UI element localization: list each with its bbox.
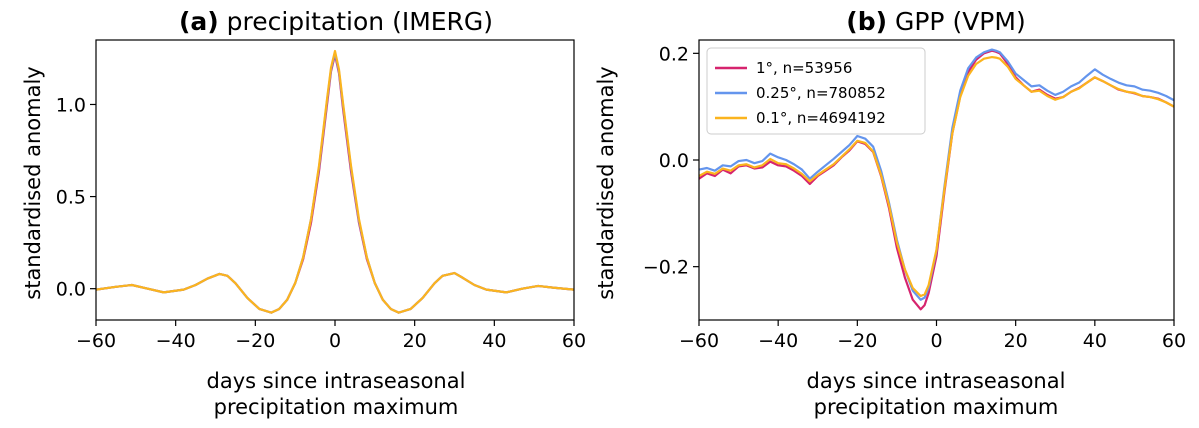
panel-a-title-text: precipitation (IMERG) <box>227 7 493 36</box>
panel-b-ytick-label: −0.2 <box>643 257 689 279</box>
panel-a-plot-area <box>96 49 574 314</box>
panel-b-xtick-label: 0 <box>930 330 942 352</box>
panel-a-xtick-label: −40 <box>156 330 196 352</box>
panel-a-ytick-label: 0.5 <box>56 187 86 209</box>
panel-b-xtick-label: −60 <box>679 330 719 352</box>
panel-a-xtick-label: −20 <box>235 330 275 352</box>
panel-a-axes: −60 −40 −20 0 20 40 60 0.0 0.5 1.0 <box>56 94 586 352</box>
panel-a-xtick-label: 40 <box>482 330 506 352</box>
panel-b-xtick-label: 40 <box>1083 330 1107 352</box>
legend-label-2: 0.1°, n=4694192 <box>756 109 886 127</box>
panel-b-xtick-label: −40 <box>758 330 798 352</box>
panel-b-series-line-2 <box>699 55 1174 298</box>
panel-a-ytick-label: 0.0 <box>56 279 86 301</box>
panel-b-title: (b) GPP (VPM) <box>846 7 1025 36</box>
panel-b-title-text: GPP (VPM) <box>895 7 1026 36</box>
panel-a-title-label: (a) <box>179 7 219 36</box>
panel-b-axes: −60 −40 −20 0 20 40 60 −0.2 0.0 0.2 <box>643 43 1186 352</box>
panel-a-xtick-label: 0 <box>329 330 341 352</box>
panel-a-xtick-label: 60 <box>562 330 586 352</box>
panel-b-ytick-label: 0.0 <box>659 150 689 172</box>
panel-a-series-line-0 <box>96 53 574 314</box>
panel-a-ytick-label: 1.0 <box>56 94 86 116</box>
panel-a-xlabel-line2: precipitation maximum <box>214 395 459 419</box>
panel-a: (a) precipitation (IMERG) −60 −40 −20 0 20 40… <box>21 7 586 419</box>
panel-b-ytick-label: 0.2 <box>659 43 689 65</box>
panel-a-series-line-1 <box>96 51 574 314</box>
panel-a-xlabel-line1: days since intraseasonal <box>207 369 466 393</box>
panel-b-title-label: (b) <box>846 7 887 36</box>
panel-b: (b) GPP (VPM) −60 −40 −20 0 20 40 60 −0.2 0.0 0.2… <box>594 7 1186 419</box>
panel-b-ylabel: standardised anomaly <box>594 66 618 299</box>
legend-label-1: 0.25°, n=780852 <box>756 84 886 102</box>
panel-b-xtick-label: 60 <box>1162 330 1186 352</box>
panel-b-xlabel-line2: precipitation maximum <box>814 395 1059 419</box>
legend-label-0: 1°, n=53956 <box>756 59 852 77</box>
panel-a-xtick-label: −60 <box>76 330 116 352</box>
panel-a-frame <box>95 39 575 321</box>
panel-a-ylabel: standardised anomaly <box>21 66 45 299</box>
panel-a-xtick-label: 20 <box>403 330 427 352</box>
panel-b-xlabel-line1: days since intraseasonal <box>807 369 1066 393</box>
panel-a-series-line-2 <box>96 49 574 314</box>
panel-b-xtick-label: 20 <box>1004 330 1028 352</box>
legend-box <box>706 47 926 135</box>
panel-b-legend: 1°, n=53956 0.25°, n=780852 0.1°, n=469419… <box>706 47 926 135</box>
panel-a-title: (a) precipitation (IMERG) <box>179 7 493 36</box>
panel-b-xtick-label: −20 <box>837 330 877 352</box>
panel-b-plot-area <box>699 48 1174 311</box>
